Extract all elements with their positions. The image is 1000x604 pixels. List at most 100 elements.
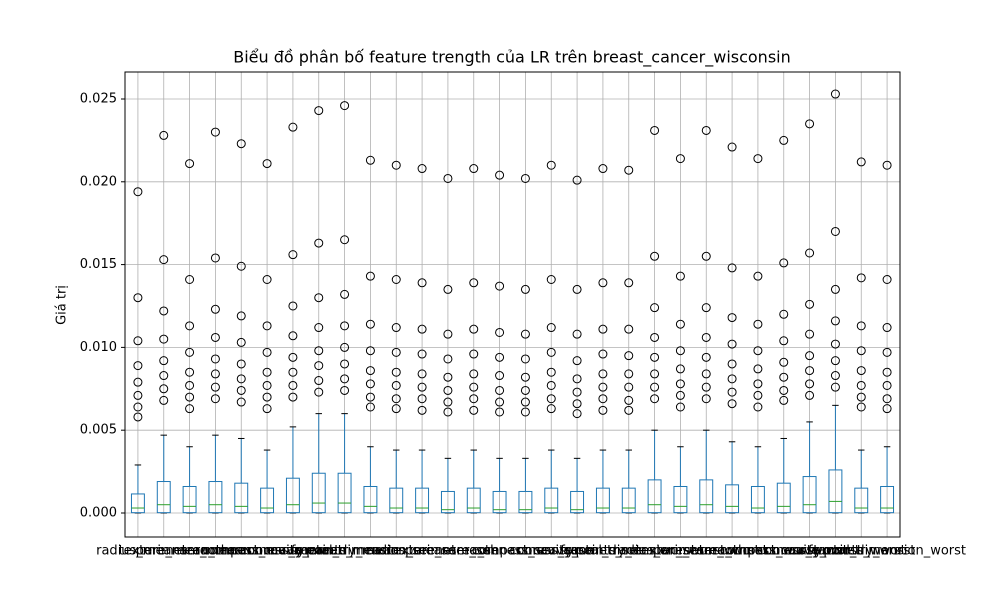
outlier (624, 278, 634, 288)
outlier (314, 376, 324, 386)
outlier (856, 380, 866, 390)
outlier (572, 399, 582, 409)
x-tick-label: concavity_se (509, 544, 593, 559)
outlier (340, 235, 350, 245)
outlier (495, 397, 505, 407)
outlier (391, 347, 401, 357)
outlier (133, 412, 143, 422)
outlier (779, 336, 789, 346)
outlier (546, 380, 556, 390)
box (389, 487, 404, 514)
outlier (495, 327, 505, 337)
box (518, 490, 533, 514)
outlier (598, 369, 608, 379)
outlier (417, 382, 427, 392)
outlier (469, 405, 479, 415)
box (647, 479, 662, 514)
outlier (210, 332, 220, 342)
outlier (882, 323, 892, 333)
outlier (701, 394, 711, 404)
outlier (210, 253, 220, 263)
plot-frame (124, 71, 901, 538)
outlier (391, 160, 401, 170)
outlier (495, 371, 505, 381)
outlier (546, 347, 556, 357)
outlier (753, 346, 763, 356)
box (260, 487, 275, 514)
outlier (727, 142, 737, 152)
outlier (624, 405, 634, 415)
outlier (262, 347, 272, 357)
outlier (624, 395, 634, 405)
outlier (365, 392, 375, 402)
outlier (882, 394, 892, 404)
box (854, 487, 869, 514)
outlier (805, 379, 815, 389)
outlier (469, 349, 479, 359)
box (130, 493, 145, 514)
box (311, 472, 326, 514)
outlier (391, 367, 401, 377)
outlier (469, 382, 479, 392)
outlier (779, 372, 789, 382)
outlier (624, 351, 634, 361)
outlier (133, 336, 143, 346)
outlier (805, 299, 815, 309)
outlier (288, 331, 298, 341)
outlier (495, 385, 505, 395)
outlier (650, 394, 660, 404)
outlier (391, 404, 401, 414)
outlier (340, 374, 350, 384)
outlier (546, 367, 556, 377)
outlier (830, 356, 840, 366)
outlier (598, 164, 608, 174)
outlier (856, 321, 866, 331)
outlier (469, 369, 479, 379)
outlier (159, 371, 169, 381)
outlier (830, 382, 840, 392)
outlier (210, 304, 220, 314)
outlier (262, 367, 272, 377)
outlier (236, 337, 246, 347)
x-tick-label: radius_mean (96, 544, 180, 559)
outlier (805, 119, 815, 129)
x-tick-label: area_worst (696, 544, 767, 559)
outlier (624, 324, 634, 334)
outlier (598, 382, 608, 392)
outlier (417, 394, 427, 404)
outlier (572, 284, 582, 294)
outlier (520, 284, 530, 294)
outlier (650, 251, 660, 261)
outlier (779, 309, 789, 319)
outlier (262, 380, 272, 390)
x-tick-label: area_se (449, 544, 499, 559)
x-tick-label: texture_mean (119, 544, 209, 559)
outlier (495, 170, 505, 180)
outlier (185, 392, 195, 402)
outlier (572, 387, 582, 397)
outlier (701, 303, 711, 313)
outlier (753, 402, 763, 412)
box (673, 485, 688, 514)
outlier (520, 397, 530, 407)
y-tick-label: 0.000 (80, 505, 117, 520)
outlier (856, 346, 866, 356)
outlier (650, 369, 660, 379)
outlier (830, 89, 840, 99)
outlier (779, 258, 789, 268)
outlier (159, 334, 169, 344)
outlier (675, 319, 685, 329)
outlier (262, 159, 272, 169)
outlier (675, 364, 685, 374)
x-tick-label: smoothness_se (450, 544, 550, 559)
x-tick-label: perimeter_se (405, 544, 491, 559)
outlier (210, 394, 220, 404)
outlier (185, 347, 195, 357)
outlier (417, 278, 427, 288)
x-tick-label: symmetry_worst (807, 544, 915, 559)
x-tick-label: fractal_dimension_mean (291, 544, 450, 559)
outlier (236, 311, 246, 321)
outlier (133, 402, 143, 412)
box (621, 487, 636, 514)
